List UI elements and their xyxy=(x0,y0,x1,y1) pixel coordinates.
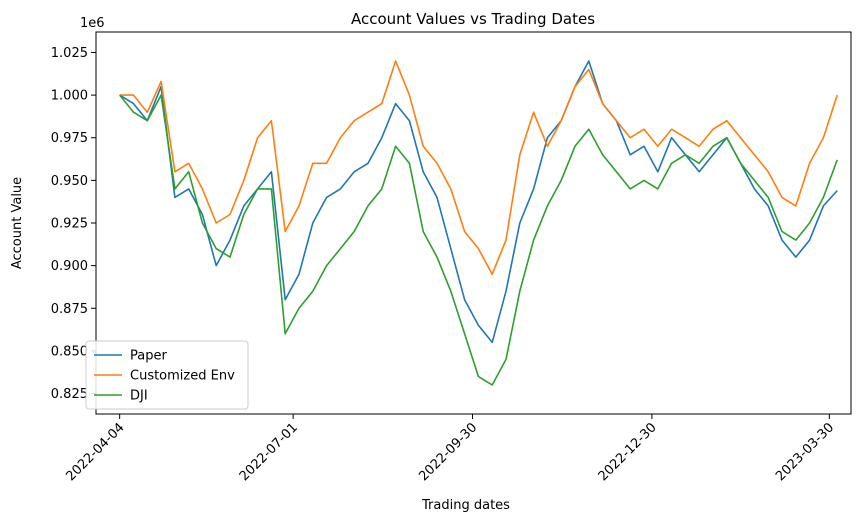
legend-label: DJI xyxy=(130,389,148,404)
x-axis-label: Trading dates xyxy=(421,498,510,513)
y-axis: 0.825 0.850 0.875 0.900 0.925 0.950 0.975 1.000… xyxy=(51,46,96,402)
y-axis-label: Account Value xyxy=(10,177,25,269)
y-tick-label: 1.025 xyxy=(51,46,88,61)
y-tick-label: 1.000 xyxy=(51,89,88,104)
series-line-2 xyxy=(119,94,838,386)
y-tick-label: 0.875 xyxy=(51,302,88,317)
legend: Paper Customized Env DJI xyxy=(85,340,249,410)
y-offset-label: 1e6 xyxy=(80,16,105,31)
legend-label: Customized Env xyxy=(130,369,235,384)
legend-box xyxy=(85,340,249,410)
y-tick-label: 0.900 xyxy=(51,259,88,274)
legend-label: Paper xyxy=(130,349,167,364)
chart-title: Account Values vs Trading Dates xyxy=(351,10,595,28)
series-line-0 xyxy=(119,60,838,344)
y-tick-label: 0.850 xyxy=(51,344,88,359)
series-lines xyxy=(119,60,838,386)
y-tick-label: 0.825 xyxy=(51,387,88,402)
y-tick-label: 0.975 xyxy=(51,131,88,146)
series-line-1 xyxy=(119,60,838,275)
y-tick-label: 0.950 xyxy=(51,174,88,189)
y-tick-label: 0.925 xyxy=(51,217,88,232)
